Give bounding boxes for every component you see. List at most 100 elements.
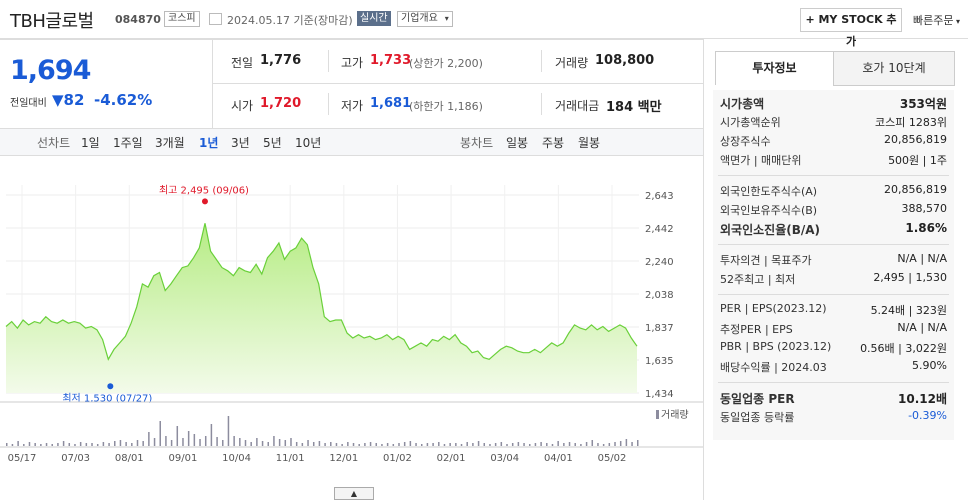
high-value: 1,733 [370,53,412,68]
info-label: 동일업종 등락률 [720,411,795,424]
candle-monthly[interactable]: 월봉 [578,136,601,150]
info-label: 시가총액순위 [720,116,781,129]
volume-bar [466,442,468,446]
info-value: 코스피 1283위 [875,116,947,129]
divider [541,50,542,72]
volume-bar [614,442,616,446]
divider [541,93,542,115]
volume-value: 108,800 [595,53,655,68]
x-tick-label: 04/01 [544,453,573,464]
volume-bar [11,444,14,446]
divider [328,93,329,115]
volume-bar [381,444,383,446]
info-row: 외국인소진율(B/A) 1.86% [720,221,947,239]
volume-bar [557,441,559,446]
period-1w[interactable]: 1주일 [113,136,143,150]
price-chart[interactable]: 2,643 2,442 2,240 2,038 1,837 1,635 1,434 05/17… [0,155,703,500]
period-1d[interactable]: 1일 [81,136,100,150]
volume-bar [108,443,110,446]
volume-bar [369,442,372,446]
x-tick-label: 03/04 [490,453,519,464]
company-info-dropdown[interactable]: 기업개요 ▾ [397,11,453,27]
collapse-button[interactable]: ▲ [334,487,374,500]
lower-limit: (하한가 1,186) [409,100,483,113]
volume-bar [278,439,281,446]
volume-bar [580,444,582,446]
volume-bar [597,443,599,446]
volume-bar [187,431,190,446]
y-tick-label: 1,434 [645,389,674,400]
volume-bar [45,443,48,446]
volume-bar [153,438,156,446]
open-value: 1,720 [260,96,302,111]
y-tick-label: 1,635 [645,356,674,367]
x-tick-label: 10/04 [222,453,251,464]
prev-close-label: 전일 [231,56,254,70]
info-value: 5.24배 | 323원 [870,304,947,317]
info-value: 500원 | 1주 [888,154,947,167]
divider [718,244,949,245]
volume-bar [148,432,150,446]
volume-bar [210,424,213,446]
volume-bar [602,444,605,446]
volume-bar [244,440,247,446]
volume-bar [534,443,537,446]
upper-limit: (상한가 2,200) [409,57,483,70]
volume-bar [51,444,53,446]
down-triangle-icon: ▼ [52,91,64,109]
y-tick-label: 2,643 [645,191,674,202]
volume-bar [392,444,395,446]
period-3y[interactable]: 3년 [231,136,250,150]
volume-bar [62,441,65,446]
invest-info-panel: 시가총액 353억원 시가총액순위 코스피 1283위 상장주식수 20,856,819 액… [713,90,954,440]
y-tick-label: 2,038 [645,290,674,301]
info-label: 외국인소진율(B/A) [720,223,821,237]
info-row: PBR | BPS (2023.12) 0.56배 | 3,022원 [720,340,947,358]
volume-bar [403,442,406,446]
volume-legend-icon [656,410,659,419]
volume-bar [68,443,71,446]
quick-order-label: 빠른주문 [913,14,954,27]
quick-order-link[interactable]: 빠른주문 ▾ [913,12,960,28]
info-row: PER | EPS(2023.12) 5.24배 | 323원 [720,302,947,320]
info-value: -0.39% [908,409,947,422]
volume-bar [142,441,144,446]
volume-bar [364,443,366,446]
volume-bar [494,443,497,446]
tab-invest-info[interactable]: 투자정보 [715,51,834,85]
open-label: 시가 [231,99,254,113]
live-badge[interactable]: 실시간 [357,11,391,26]
divider [718,294,949,295]
my-stock-add-button[interactable]: + MY STOCK 추가 [800,8,902,48]
period-5y[interactable]: 5년 [263,136,282,150]
volume-bar [409,441,412,446]
volume-bar [438,442,440,446]
volume-bar [483,443,486,446]
period-3m[interactable]: 3개월 [155,136,185,150]
info-row: 투자의견 | 목표주가 N/A | N/A [720,252,947,270]
candle-daily[interactable]: 일봉 [506,136,529,150]
volume-bar [273,436,275,446]
candle-weekly[interactable]: 주봉 [542,136,565,150]
volume-bar [176,426,179,446]
volume-bar [489,444,491,446]
y-tick-label: 2,442 [645,224,674,235]
period-1y[interactable]: 1년 [199,136,219,150]
volume-bar [131,443,133,446]
volume-bar [125,442,127,446]
divider [703,39,704,500]
info-value: 0.56배 | 3,022원 [860,342,947,355]
volume-bar [102,442,105,446]
info-row: 외국인한도주식수(A) 20,856,819 [720,183,947,201]
period-10y[interactable]: 10년 [295,136,322,150]
volume-bar [528,444,531,446]
volume-label: 거래량 [555,56,589,70]
volume-bar [335,443,338,446]
volume-bar [267,442,269,446]
date-text: 2024.05.17 기준(장마감) [227,14,353,27]
volume-bar [341,444,343,446]
tab-orderbook[interactable]: 호가 10단계 [833,51,955,86]
period-bar [0,128,703,156]
volume-bar [256,438,258,446]
price-area [6,223,637,393]
